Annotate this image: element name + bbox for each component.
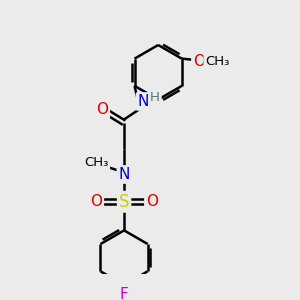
Text: S: S (119, 193, 129, 211)
Text: N: N (137, 94, 149, 109)
Text: H: H (150, 91, 160, 104)
Text: CH₃: CH₃ (205, 55, 230, 68)
Text: F: F (120, 287, 128, 300)
Text: CH₃: CH₃ (84, 156, 109, 169)
Text: O: O (90, 194, 102, 209)
Text: O: O (96, 102, 108, 117)
Text: N: N (118, 167, 130, 182)
Text: O: O (146, 194, 158, 209)
Text: O: O (193, 54, 205, 69)
